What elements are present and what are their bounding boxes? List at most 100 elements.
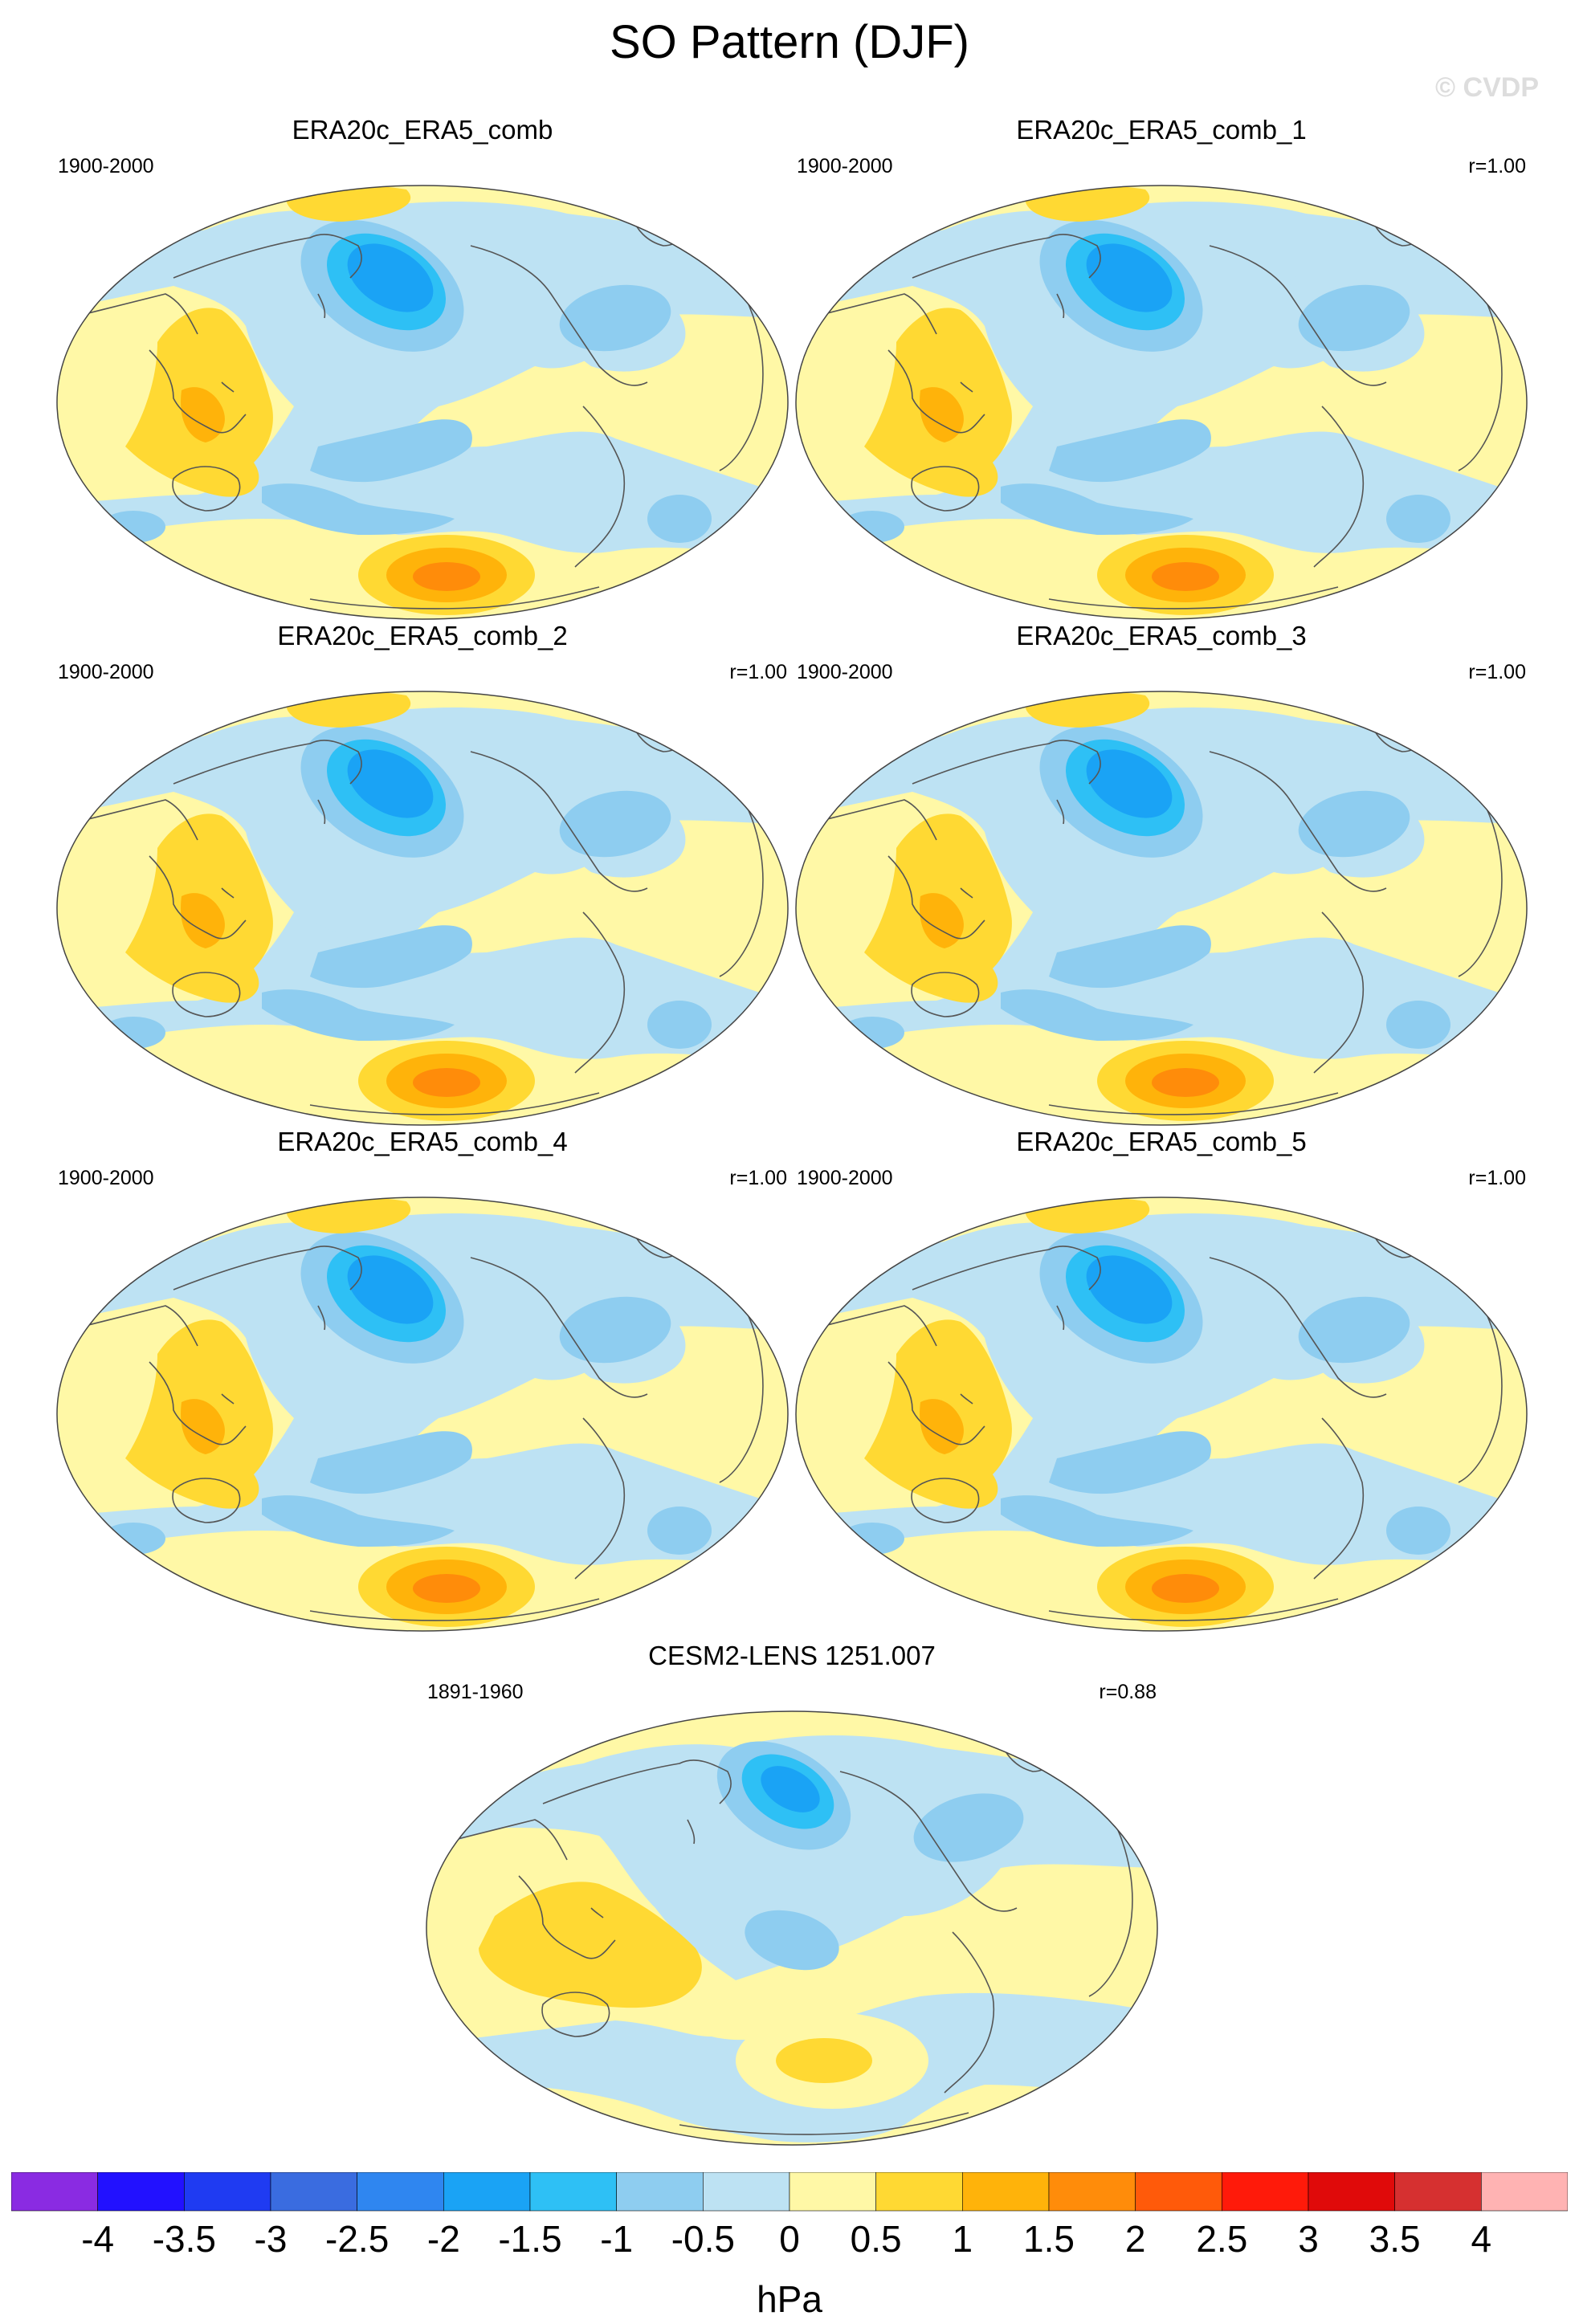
coastline <box>1313 911 1365 1074</box>
coastline <box>960 1393 973 1405</box>
colorbar-tick-label: 0.5 <box>850 2218 902 2260</box>
colorbar-tick-label: 4 <box>1471 2218 1492 2260</box>
high-ring-3 <box>1152 1574 1219 1603</box>
map-panel-4: ERA20c_ERA5_comb_4 1900-2000 r=1.00 <box>53 1126 792 1632</box>
map-border <box>56 185 789 620</box>
map-figure <box>56 185 789 620</box>
colorbar-tick-label: -2 <box>426 2218 460 2260</box>
high-ring-3 <box>413 562 480 591</box>
coastline <box>149 855 247 940</box>
negative-patch-pacific-band <box>310 419 472 483</box>
negative-patch-atlantic <box>559 790 671 858</box>
colorbar-swatch <box>11 2172 98 2212</box>
colorbar-tick-label: -4 <box>81 2218 115 2260</box>
panel-years: 1900-2000 <box>58 1167 154 1189</box>
map-fill-layer <box>57 691 788 1125</box>
coastline <box>1458 293 1503 471</box>
low-ring-3 <box>761 1766 820 1812</box>
negative-patch-south-band <box>1001 483 1193 535</box>
negative-patch-south-atlantic <box>1386 1507 1450 1555</box>
negative-patch-south-atlantic <box>1386 495 1450 543</box>
negative-patch-central-pacific <box>745 1910 839 1971</box>
map-fill-layer <box>796 186 1527 619</box>
coastline <box>173 234 362 279</box>
coastline <box>317 1305 326 1331</box>
positive-region-asia-core <box>181 387 225 442</box>
panel-title: ERA20c_ERA5_comb_3 <box>1016 621 1307 650</box>
negative-patch-atlantic <box>1298 284 1410 352</box>
coastline <box>719 293 764 471</box>
negative-patch-atlantic <box>1298 790 1410 858</box>
negative-patch-pacific-band <box>1049 925 1211 989</box>
panel-title: ERA20c_ERA5_comb_2 <box>277 621 568 650</box>
coastline <box>1458 1305 1503 1483</box>
negative-patch-south-atlantic <box>647 1001 712 1049</box>
coastline <box>172 972 241 1017</box>
colorbar-swatch <box>357 2172 444 2212</box>
map-figure <box>56 691 789 1126</box>
watermark: © CVDP <box>1435 72 1539 103</box>
panel-years: 1900-2000 <box>797 1167 893 1189</box>
coastline <box>911 466 980 512</box>
negative-region-pacific-south <box>57 1418 788 1571</box>
coastline <box>221 887 235 899</box>
positive-region-asia-core <box>181 893 225 948</box>
coastline <box>1056 293 1065 319</box>
coastline <box>574 406 626 568</box>
negative-patch-south-band <box>262 483 455 535</box>
panel-correlation: r=0.88 <box>1099 1681 1157 1703</box>
colorbar <box>11 2172 1568 2212</box>
negative-region-pacific-south <box>57 406 788 559</box>
map-border <box>795 691 1528 1126</box>
colorbar-tick-label: 1 <box>952 2218 973 2260</box>
map-fill-layer <box>57 1197 788 1631</box>
map-border <box>56 691 789 1126</box>
map-fill-layer <box>426 1711 1157 2145</box>
coastline <box>807 293 937 335</box>
coastline <box>1056 799 1065 825</box>
panel-title: ERA20c_ERA5_comb_4 <box>277 1127 568 1156</box>
figure-title: SO Pattern (DJF) <box>610 16 969 68</box>
negative-patch-pacific-band <box>310 1431 472 1494</box>
coastline <box>911 1478 980 1523</box>
coastline <box>887 1361 985 1445</box>
coastline <box>679 2112 969 2135</box>
map-figure <box>795 1197 1528 1632</box>
colorbar-swatch <box>443 2172 531 2212</box>
coastline <box>518 1875 616 1959</box>
panel-title: ERA20c_ERA5_comb_1 <box>1016 115 1307 145</box>
map-figure <box>56 1197 789 1632</box>
coastline <box>574 911 626 1074</box>
panel-title: ERA20c_ERA5_comb <box>292 115 553 145</box>
coastline <box>1209 751 1387 892</box>
coastline <box>68 293 198 335</box>
map-panel-5: ERA20c_ERA5_comb_5 1900-2000 r=1.00 <box>792 1126 1531 1632</box>
negative-patch-pacific-band <box>1049 1431 1211 1494</box>
map-fill-layer <box>796 691 1527 1125</box>
map-figure <box>795 185 1528 620</box>
coastline <box>1048 1598 1339 1621</box>
high-ring-3 <box>1152 1068 1219 1097</box>
colorbar-swatch <box>962 2172 1050 2212</box>
map-border <box>795 1197 1528 1632</box>
panel-years: 1891-1960 <box>427 1681 524 1703</box>
colorbar-tick-label: 3 <box>1298 2218 1319 2260</box>
colorbar-swatch <box>97 2172 185 2212</box>
negative-patch-atlantic <box>559 1296 671 1364</box>
coastline <box>309 1092 600 1115</box>
high-ring-3 <box>1152 562 1219 591</box>
coastline <box>944 1931 995 2094</box>
negative-patch-south-band <box>262 1495 455 1547</box>
colorbar-swatch <box>703 2172 790 2212</box>
panel-years: 1900-2000 <box>58 155 154 177</box>
coastline <box>960 381 973 393</box>
low-ring-3 <box>347 1255 434 1324</box>
coastline <box>960 887 973 899</box>
coastline <box>68 1305 198 1347</box>
coastline <box>1048 586 1339 610</box>
coastline <box>470 1257 648 1398</box>
low-ring-3 <box>1086 243 1173 312</box>
coastline <box>590 1907 604 1918</box>
colorbar-swatch <box>1222 2172 1309 2212</box>
panel-years: 1900-2000 <box>797 661 893 683</box>
